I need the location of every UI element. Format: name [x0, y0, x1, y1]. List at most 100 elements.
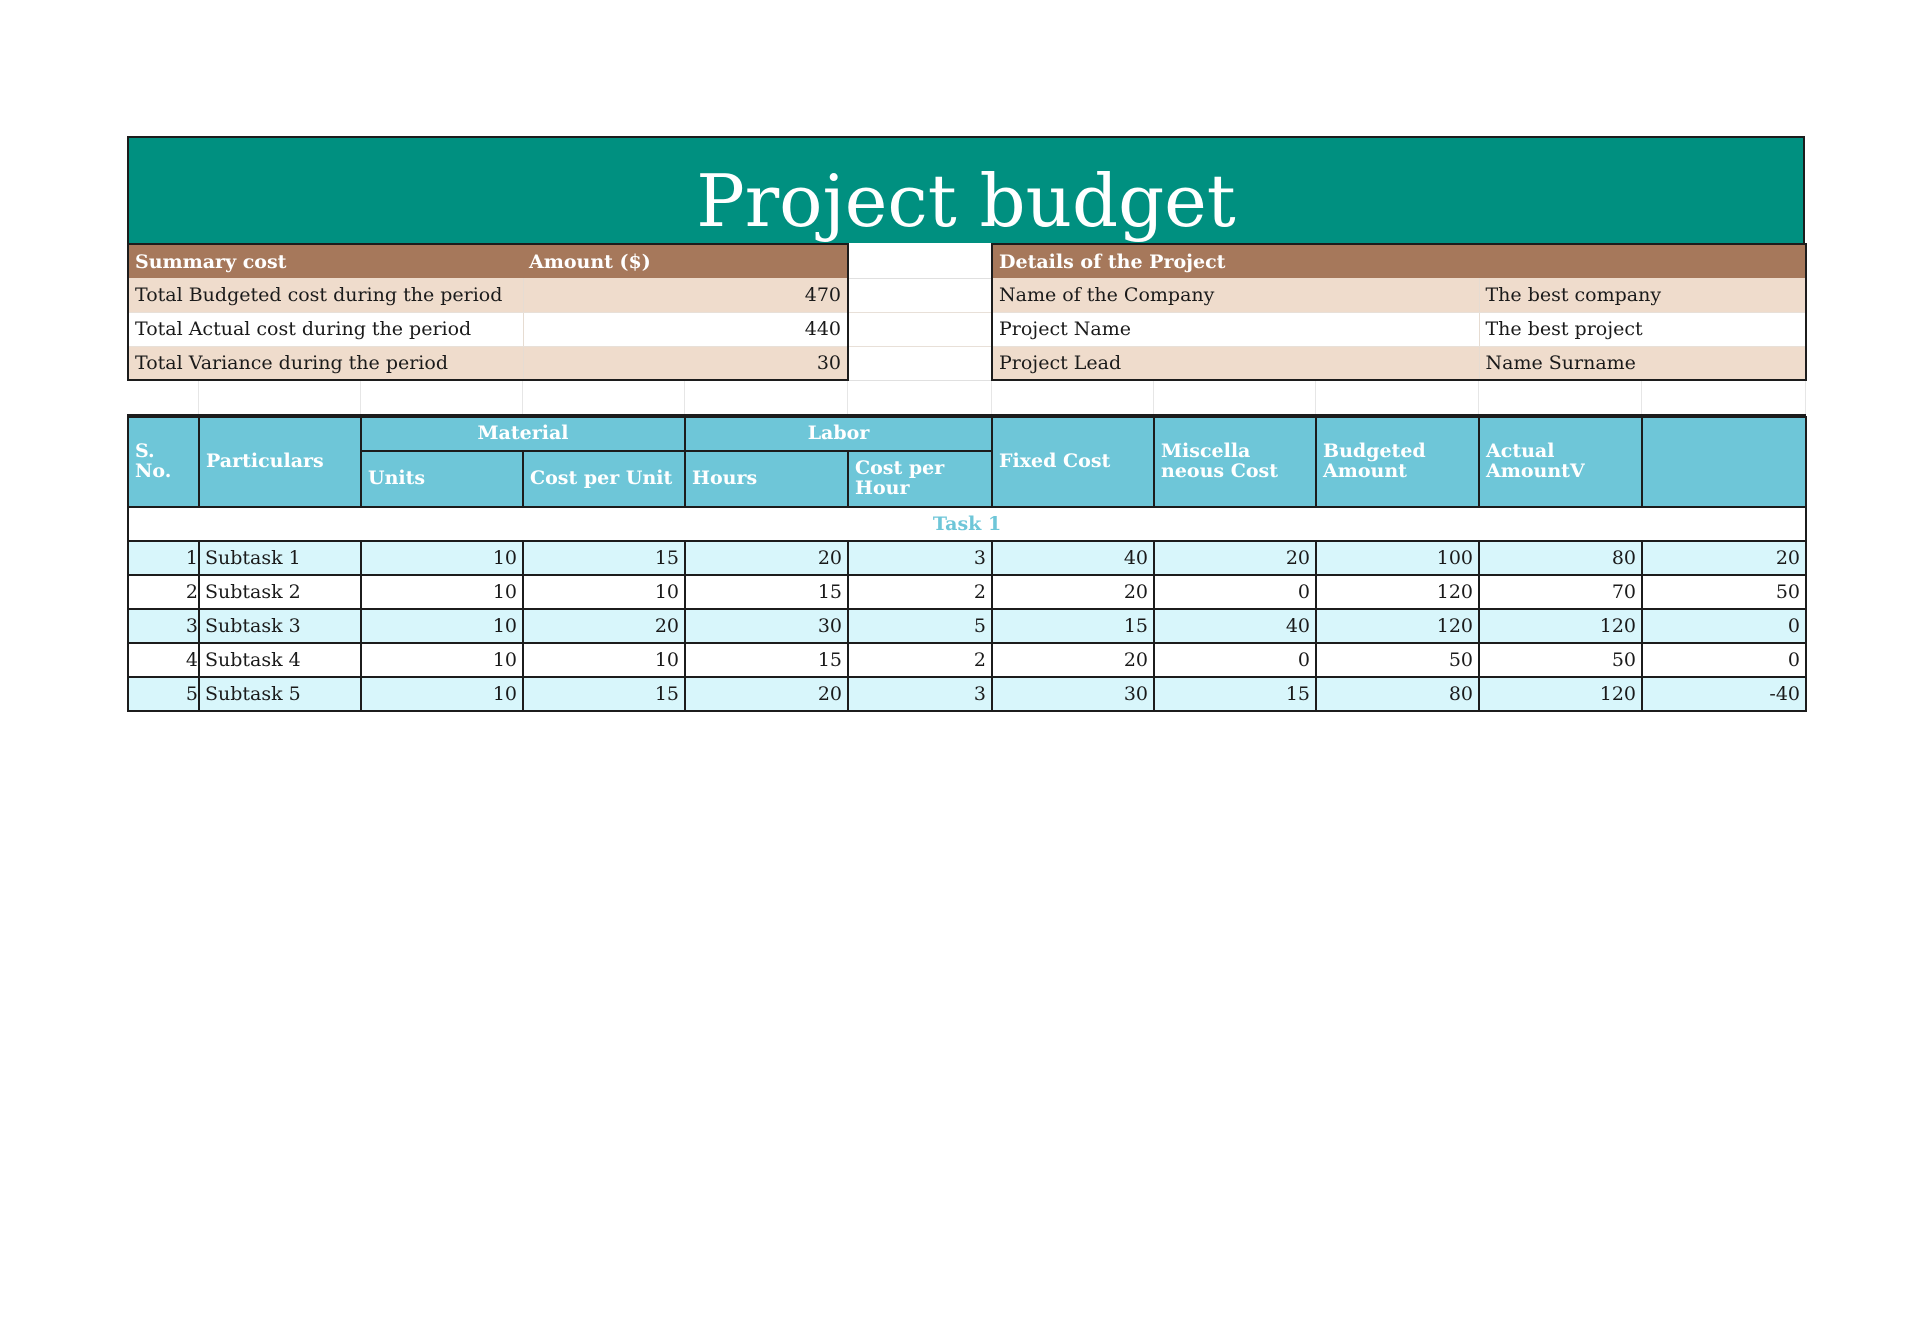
empty-cell	[522, 381, 685, 416]
details-value-project-lead: Name Surname	[1479, 346, 1807, 381]
summary-label-budgeted: Total Budgeted cost during the period	[127, 278, 524, 313]
cell-variance: 0	[1641, 608, 1808, 644]
cell-units: 10	[360, 676, 524, 712]
title-band: Project budget	[127, 136, 1805, 243]
col-header-misc-cost: Miscella neous Cost	[1153, 416, 1318, 508]
cell-sno: 2	[127, 574, 200, 610]
cell-cost-per-unit: 10	[522, 642, 686, 678]
cell-fixed-cost: 20	[991, 642, 1156, 678]
empty-cell	[684, 381, 848, 416]
col-header-particulars: Particulars	[198, 416, 362, 508]
col-group-labor: Labor	[683, 416, 994, 452]
empty-cell	[198, 381, 361, 416]
table-row: 3 Subtask 3 10 20 30 5 15 40 120 120 0	[127, 608, 1808, 644]
cell-variance: 20	[1641, 540, 1808, 576]
cell-particulars: Subtask 4	[198, 642, 362, 678]
cell-budgeted: 50	[1315, 642, 1481, 678]
cell-fixed-cost: 15	[991, 608, 1156, 644]
details-label-company: Name of the Company	[991, 278, 1480, 313]
details-value-company: The best company	[1479, 278, 1807, 313]
empty-cell	[991, 381, 1154, 416]
gap-cell	[847, 244, 993, 279]
cell-cost-per-hour: 3	[846, 540, 994, 576]
table-row: 4 Subtask 4 10 10 15 2 20 0 50 50 0	[127, 642, 1808, 678]
cell-misc-cost: 0	[1153, 642, 1318, 678]
gap-cell	[847, 278, 993, 313]
details-label-project-name: Project Name	[991, 312, 1480, 347]
cell-units: 10	[360, 540, 524, 576]
summary-value-actual: 440	[523, 312, 849, 347]
empty-cell	[360, 381, 523, 416]
cell-actual: 50	[1478, 642, 1644, 678]
cell-sno: 4	[127, 642, 200, 678]
cell-cost-per-unit: 20	[522, 608, 686, 644]
col-header-variance	[1641, 416, 1808, 508]
cell-misc-cost: 15	[1153, 676, 1318, 712]
amount-header: Amount ($)	[523, 243, 849, 278]
cell-hours: 30	[684, 608, 849, 644]
gap-cell	[847, 346, 993, 381]
col-header-sno: S. No.	[127, 416, 200, 508]
cell-fixed-cost: 40	[991, 540, 1156, 576]
cell-cost-per-hour: 2	[846, 574, 994, 610]
table-row: 1 Subtask 1 10 15 20 3 40 20 100 80 20	[127, 540, 1808, 576]
cell-particulars: Subtask 5	[198, 676, 362, 712]
cell-hours: 20	[684, 676, 849, 712]
summary-details-table: Summary cost Amount ($) Details of the P…	[127, 243, 1807, 381]
summary-value-budgeted: 470	[523, 278, 849, 313]
table-row: 5 Subtask 5 10 15 20 3 30 15 80 120 -40	[127, 676, 1808, 712]
col-header-fixed-cost: Fixed Cost	[991, 416, 1156, 508]
project-details-header: Details of the Project	[991, 243, 1807, 278]
col-header-units: Units	[360, 450, 524, 508]
summary-value-variance: 30	[523, 346, 849, 381]
cell-actual: 120	[1478, 608, 1644, 644]
cell-units: 10	[360, 642, 524, 678]
cell-misc-cost: 20	[1153, 540, 1318, 576]
cell-hours: 15	[684, 642, 849, 678]
cell-actual: 80	[1478, 540, 1644, 576]
col-header-cost-per-hour: Cost per Hour	[846, 450, 994, 508]
cell-misc-cost: 0	[1153, 574, 1318, 610]
cell-cost-per-unit: 15	[522, 540, 686, 576]
cell-variance: 50	[1641, 574, 1808, 610]
cell-particulars: Subtask 2	[198, 574, 362, 610]
col-header-cost-per-unit: Cost per Unit	[522, 450, 686, 508]
summary-cost-header: Summary cost	[127, 243, 523, 278]
cell-sno: 3	[127, 608, 200, 644]
cell-cost-per-hour: 5	[846, 608, 994, 644]
cell-misc-cost: 40	[1153, 608, 1318, 644]
table-row: 2 Subtask 2 10 10 15 2 20 0 120 70 50	[127, 574, 1808, 610]
cell-variance: 0	[1641, 642, 1808, 678]
cell-cost-per-unit: 15	[522, 676, 686, 712]
budget-sheet: Project budget Summary cost Amount ($) D…	[126, 136, 1808, 712]
cell-budgeted: 100	[1315, 540, 1481, 576]
details-value-project-name: The best project	[1479, 312, 1807, 347]
cell-particulars: Subtask 1	[198, 540, 362, 576]
cell-sno: 5	[127, 676, 200, 712]
empty-cell	[1478, 381, 1642, 416]
cell-particulars: Subtask 3	[198, 608, 362, 644]
page-title: Project budget	[696, 159, 1236, 243]
task-group-label: Task 1	[126, 506, 1808, 542]
details-label-project-lead: Project Lead	[991, 346, 1480, 381]
cell-budgeted: 80	[1315, 676, 1481, 712]
summary-label-actual: Total Actual cost during the period	[127, 312, 524, 347]
summary-label-variance: Total Variance during the period	[127, 346, 524, 381]
gap-cell	[847, 312, 993, 347]
cell-fixed-cost: 30	[991, 676, 1156, 712]
cell-cost-per-hour: 3	[846, 676, 994, 712]
cell-cost-per-hour: 2	[846, 642, 994, 678]
empty-cell	[1153, 381, 1316, 416]
col-group-material: Material	[360, 416, 686, 452]
cell-fixed-cost: 20	[991, 574, 1156, 610]
col-header-budgeted-amount: Budgeted Amount	[1315, 416, 1481, 508]
empty-cell	[1641, 381, 1806, 416]
budget-rows: 1 Subtask 1 10 15 20 3 40 20 100 80 20 2 Subtask 2 10…	[127, 540, 1808, 712]
cell-budgeted: 120	[1315, 608, 1481, 644]
cell-actual: 70	[1478, 574, 1644, 610]
cell-cost-per-unit: 10	[522, 574, 686, 610]
empty-cell	[1315, 381, 1479, 416]
cell-variance: -40	[1641, 676, 1808, 712]
cell-hours: 15	[684, 574, 849, 610]
spacer-row-table	[127, 381, 1806, 416]
